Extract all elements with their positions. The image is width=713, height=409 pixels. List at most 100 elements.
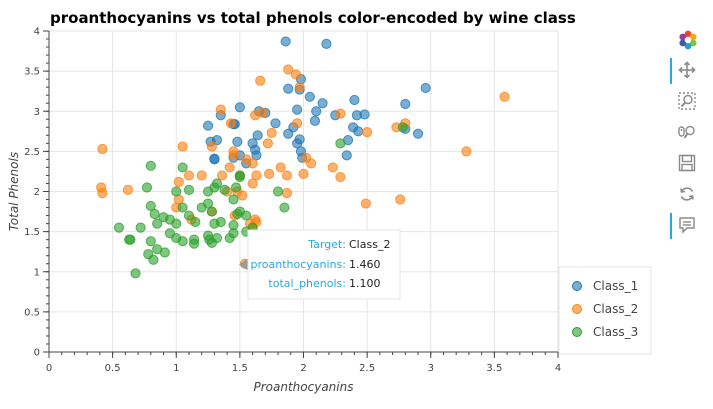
data-point[interactable]: [335, 171, 346, 183]
data-point[interactable]: [283, 83, 294, 94]
data-point[interactable]: [206, 141, 217, 152]
data-point[interactable]: [306, 158, 317, 169]
data-point[interactable]: [327, 162, 338, 173]
data-point[interactable]: [215, 216, 226, 228]
data-point[interactable]: [290, 69, 301, 80]
data-point[interactable]: [177, 162, 188, 173]
data-point[interactable]: [294, 82, 305, 93]
data-point[interactable]: [298, 168, 309, 179]
data-point[interactable]: [113, 222, 125, 233]
data-point[interactable]: [202, 120, 214, 131]
data-point[interactable]: [247, 178, 258, 189]
data-point[interactable]: [262, 138, 273, 149]
data-point[interactable]: [228, 146, 239, 157]
pan-icon[interactable]: [670, 57, 704, 85]
data-point[interactable]: [145, 200, 156, 212]
box-zoom-icon[interactable]: [670, 88, 704, 116]
data-point[interactable]: [281, 188, 293, 199]
save-icon[interactable]: [670, 150, 704, 178]
data-point[interactable]: [309, 115, 321, 126]
legend-item-class-1[interactable]: Class_1: [572, 279, 639, 293]
data-point[interactable]: [215, 104, 226, 115]
data-point[interactable]: [209, 153, 220, 164]
data-point[interactable]: [216, 170, 228, 181]
data-point[interactable]: [183, 210, 195, 221]
data-point[interactable]: [255, 75, 266, 86]
data-point[interactable]: [397, 122, 408, 133]
data-point[interactable]: [359, 109, 370, 120]
data-point[interactable]: [190, 216, 201, 228]
data-point[interactable]: [97, 143, 108, 155]
data-point[interactable]: [281, 170, 293, 181]
data-point[interactable]: [171, 218, 182, 229]
data-point[interactable]: [228, 194, 239, 205]
data-point[interactable]: [234, 102, 245, 113]
data-point[interactable]: [149, 208, 160, 220]
hover-icon[interactable]: [670, 212, 704, 240]
data-point[interactable]: [122, 184, 133, 195]
data-point[interactable]: [152, 218, 163, 229]
data-point[interactable]: [206, 206, 217, 217]
data-point[interactable]: [183, 184, 195, 195]
data-point[interactable]: [412, 128, 424, 139]
data-point[interactable]: [125, 234, 136, 245]
data-point[interactable]: [335, 138, 346, 149]
data-point[interactable]: [206, 237, 217, 248]
data-point[interactable]: [335, 108, 346, 119]
data-point[interactable]: [321, 38, 332, 49]
data-point[interactable]: [145, 160, 156, 171]
data-point[interactable]: [461, 146, 472, 157]
data-point[interactable]: [499, 91, 510, 102]
data-point[interactable]: [145, 236, 156, 247]
data-point[interactable]: [225, 118, 237, 129]
bokeh-logo-icon[interactable]: [670, 26, 704, 54]
data-point[interactable]: [304, 91, 315, 102]
reset-icon[interactable]: [670, 181, 704, 209]
wheel-zoom-icon[interactable]: [670, 119, 704, 147]
data-point[interactable]: [275, 162, 286, 173]
data-point[interactable]: [395, 194, 406, 205]
data-point[interactable]: [252, 130, 263, 141]
data-point[interactable]: [283, 64, 294, 75]
data-point[interactable]: [230, 182, 242, 193]
data-point[interactable]: [188, 238, 200, 249]
data-point[interactable]: [264, 168, 275, 179]
data-point[interactable]: [177, 202, 188, 213]
data-point[interactable]: [341, 150, 352, 161]
data-point[interactable]: [251, 170, 262, 181]
data-point[interactable]: [279, 202, 290, 213]
data-point[interactable]: [97, 188, 108, 199]
data-point[interactable]: [232, 136, 243, 147]
data-point[interactable]: [228, 228, 239, 239]
legend-item-class-3[interactable]: Class_3: [572, 325, 639, 339]
data-point[interactable]: [241, 210, 252, 221]
data-point[interactable]: [270, 118, 281, 129]
data-point[interactable]: [272, 186, 284, 197]
data-point[interactable]: [360, 198, 371, 209]
data-point[interactable]: [130, 268, 141, 279]
data-point[interactable]: [177, 236, 188, 247]
data-point[interactable]: [420, 82, 431, 94]
data-point[interactable]: [251, 150, 262, 161]
data-point[interactable]: [292, 104, 303, 115]
data-point[interactable]: [219, 184, 230, 195]
data-point[interactable]: [311, 106, 322, 117]
data-point[interactable]: [196, 170, 207, 181]
data-point[interactable]: [294, 134, 305, 145]
data-point[interactable]: [353, 126, 364, 137]
data-point[interactable]: [141, 182, 153, 193]
data-point[interactable]: [266, 127, 277, 139]
data-point[interactable]: [183, 170, 195, 181]
data-point[interactable]: [177, 141, 188, 152]
data-point[interactable]: [317, 98, 328, 109]
data-point[interactable]: [237, 190, 248, 201]
data-point[interactable]: [349, 94, 360, 106]
data-point[interactable]: [159, 247, 170, 258]
data-point[interactable]: [283, 128, 294, 139]
data-point[interactable]: [173, 176, 184, 187]
data-point[interactable]: [211, 178, 223, 189]
data-point[interactable]: [148, 254, 159, 265]
legend-item-class-2[interactable]: Class_2: [572, 302, 639, 316]
data-point[interactable]: [250, 110, 261, 121]
legend[interactable]: Class_1 Class_2 Class_3: [558, 266, 652, 355]
